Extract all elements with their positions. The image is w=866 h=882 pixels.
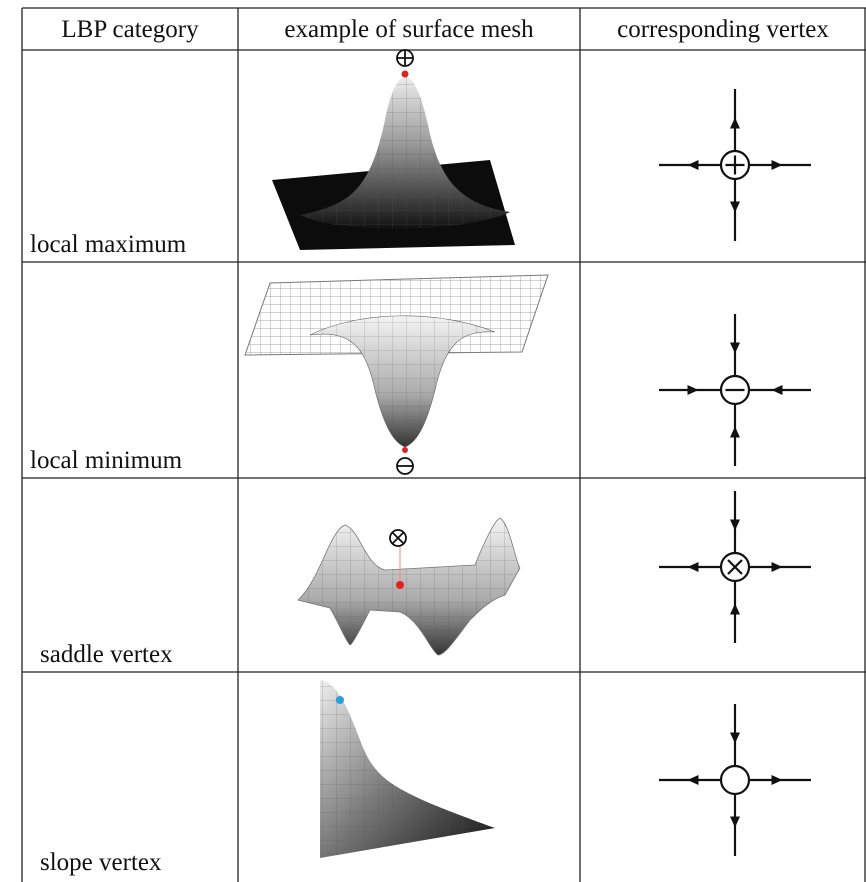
row-label: slope vertex: [40, 849, 162, 876]
vertex-diagrams: [659, 89, 811, 856]
header-cell: corresponding vertex: [617, 16, 829, 43]
arrow-head: [730, 427, 740, 438]
arrow-head: [730, 817, 740, 828]
table-rules: [22, 8, 866, 882]
arrow-head: [772, 160, 783, 170]
arrow-head: [688, 562, 699, 572]
header-cell: LBP category: [61, 16, 199, 43]
arrow-head: [688, 160, 699, 170]
vertex-symbol: [728, 560, 742, 574]
row-label: local maximum: [30, 231, 187, 258]
arrow-head: [772, 385, 783, 395]
arrow-head: [772, 775, 783, 785]
vertex-node: [721, 766, 749, 794]
mesh-maximum: [272, 50, 515, 250]
arrow-head: [688, 775, 699, 785]
mesh-saddle: [298, 518, 520, 655]
mesh-slope: [320, 680, 495, 858]
arrow-head: [730, 604, 740, 615]
arrow-head: [730, 733, 740, 744]
header-cell: example of surface mesh: [284, 16, 534, 43]
arrow-head: [772, 562, 783, 572]
arrow-head: [730, 520, 740, 531]
mesh-minimum: [245, 275, 548, 474]
arrow-head: [730, 202, 740, 213]
row-label: local minimum: [30, 447, 183, 474]
table-figure: LBP category example of surface mesh cor…: [0, 0, 866, 882]
arrow-head: [730, 343, 740, 354]
vertex-symbol: [726, 156, 745, 175]
row-label: saddle vertex: [40, 641, 173, 668]
arrow-head: [688, 385, 699, 395]
arrow-head: [730, 118, 740, 129]
